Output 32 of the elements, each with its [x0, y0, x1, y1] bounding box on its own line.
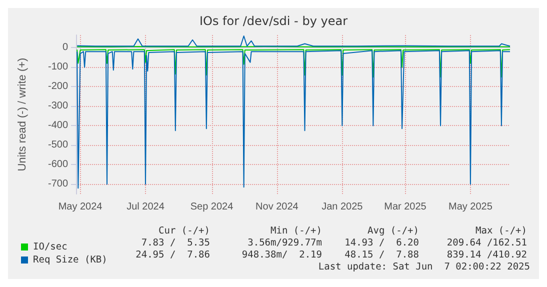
text: Max (-/+): [476, 226, 527, 236]
text: 948.38m/ 2.19: [242, 250, 322, 260]
text: 839.14 /410.92: [446, 250, 527, 260]
x-tick-label: Jul 2024: [126, 202, 165, 212]
y-tick-label: 0: [62, 42, 68, 54]
x-tick-label: May 2025: [448, 202, 493, 212]
y-tick-label: -700: [48, 178, 68, 190]
text: Cur (-/+): [158, 226, 210, 236]
chart-title: IOs for /dev/sdi - by year: [199, 14, 348, 28]
text: Avg (-/+): [368, 226, 419, 236]
text: Min (-/+): [270, 226, 322, 236]
y-tick-label: -100: [48, 62, 68, 73]
text: Last update: Sat Jun 7 02:00:22 2025: [318, 262, 530, 272]
text: 209.64 /162.51: [446, 238, 528, 248]
x-tick-label: Sep 2024: [190, 202, 234, 212]
y-axis-title: Units read (-) / write (+): [16, 58, 28, 172]
text: 48.15 / 7.88: [344, 250, 420, 260]
text: 14.93 / 6.20: [344, 238, 420, 248]
x-tick-label: May 2024: [58, 202, 103, 212]
text: 3.56m/929.77m: [248, 238, 322, 248]
text: 7.83 / 5.35: [141, 238, 210, 248]
x-tick-label: Mar 2025: [384, 202, 427, 212]
y-tick-label: -300: [48, 100, 68, 112]
x-tick-label: Nov 2024: [256, 202, 299, 212]
legend-label: IO/sec: [33, 242, 68, 252]
y-tick-label: -200: [48, 81, 68, 92]
legend-label: Req Size (KB): [33, 254, 108, 266]
y-tick-label: -500: [48, 140, 68, 151]
y-tick-label: -400: [48, 120, 68, 132]
x-tick-label: Jan 2025: [322, 202, 364, 212]
text: 24.95 / 7.86: [136, 250, 210, 260]
y-tick-label: -600: [48, 159, 68, 170]
